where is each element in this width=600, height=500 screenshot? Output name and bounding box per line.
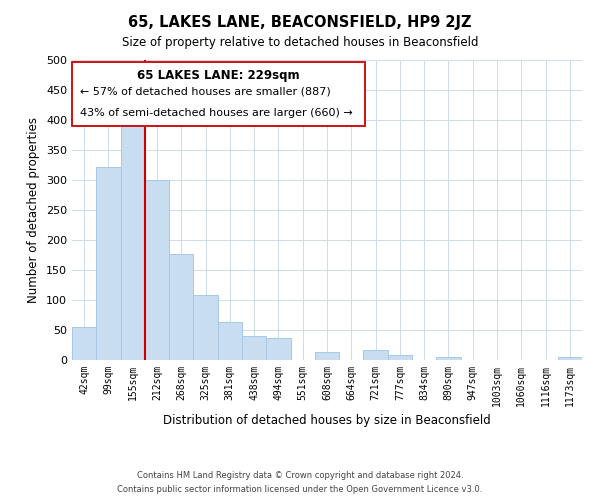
- Text: ← 57% of detached houses are smaller (887): ← 57% of detached houses are smaller (88…: [80, 87, 331, 97]
- Text: Contains HM Land Registry data © Crown copyright and database right 2024.: Contains HM Land Registry data © Crown c…: [137, 472, 463, 480]
- Text: 65 LAKES LANE: 229sqm: 65 LAKES LANE: 229sqm: [137, 69, 300, 82]
- Bar: [121, 120, 145, 360]
- X-axis label: Distribution of detached houses by size in Beaconsfield: Distribution of detached houses by size …: [163, 414, 491, 428]
- Bar: [315, 352, 339, 360]
- Bar: [145, 180, 169, 360]
- Bar: [218, 322, 242, 360]
- Bar: [72, 327, 96, 360]
- Bar: [193, 295, 218, 360]
- Bar: [388, 354, 412, 360]
- Text: 65, LAKES LANE, BEACONSFIELD, HP9 2JZ: 65, LAKES LANE, BEACONSFIELD, HP9 2JZ: [128, 15, 472, 30]
- Bar: [242, 336, 266, 360]
- Y-axis label: Number of detached properties: Number of detached properties: [28, 117, 40, 303]
- FancyBboxPatch shape: [72, 62, 365, 126]
- Bar: [169, 254, 193, 360]
- Text: 43% of semi-detached houses are larger (660) →: 43% of semi-detached houses are larger (…: [80, 108, 352, 118]
- Bar: [558, 357, 582, 360]
- Bar: [96, 167, 121, 360]
- Text: Size of property relative to detached houses in Beaconsfield: Size of property relative to detached ho…: [122, 36, 478, 49]
- Bar: [364, 350, 388, 360]
- Bar: [266, 338, 290, 360]
- Text: Contains public sector information licensed under the Open Government Licence v3: Contains public sector information licen…: [118, 484, 482, 494]
- Bar: [436, 357, 461, 360]
